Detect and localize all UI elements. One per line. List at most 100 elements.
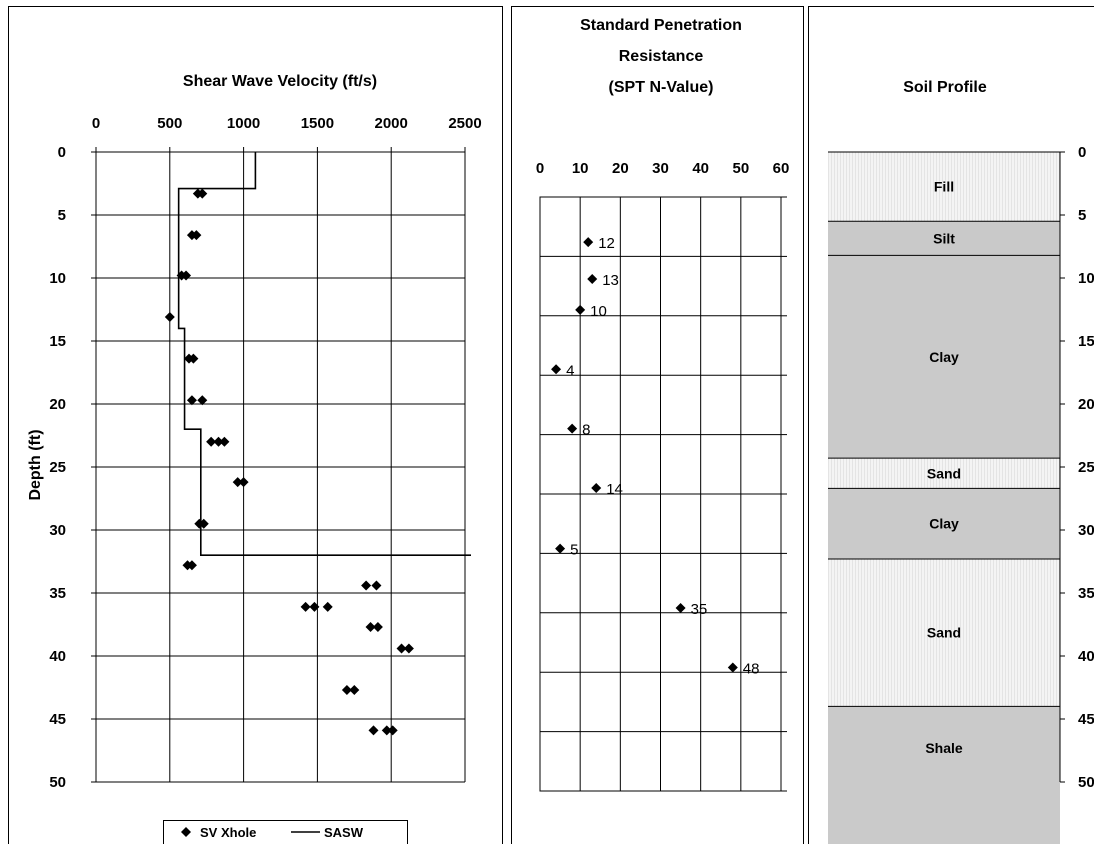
soil-layer	[828, 152, 1060, 222]
sv-xhole-point	[300, 601, 311, 612]
sv-xhole-point	[361, 580, 372, 591]
spt-x-tick-label: 30	[652, 160, 669, 177]
spt-data-label: 4	[566, 362, 574, 379]
vs-x-tick-label: 0	[92, 115, 100, 132]
spt-point	[567, 423, 578, 434]
soil-depth-tick-label: 5	[1078, 207, 1086, 224]
soil-profile-chart: Soil Profile Fill Silt Clay Sand Clay Sand Sha…	[828, 79, 1094, 844]
sv-xhole-point	[164, 312, 175, 323]
spt-point	[583, 237, 594, 248]
spt-data-label: 12	[598, 235, 615, 252]
soil-depth-tick-label: 45	[1078, 711, 1094, 728]
spt-x-tick-label: 60	[773, 160, 790, 177]
panel-border-soil	[808, 6, 1094, 844]
spt-data-label: 10	[590, 303, 607, 320]
spt-point	[727, 662, 738, 673]
soil-depth-tick-label: 0	[1078, 144, 1086, 161]
soil-layer-label: Clay	[929, 349, 959, 365]
sv-xhole-point	[349, 685, 360, 696]
vs-y-tick-label: 5	[58, 207, 66, 224]
vs-x-tick-label: 2500	[448, 115, 481, 132]
spt-data-label: 5	[570, 542, 578, 559]
soil-layers: Fill Silt Clay Sand Clay Sand Shale	[828, 151, 1060, 844]
sv-xhole-point	[213, 436, 224, 447]
soil-layer	[828, 221, 1060, 256]
vs-y-tick-label: 35	[49, 585, 66, 602]
sv-xhole-point	[219, 436, 230, 447]
soil-depth-tick-label: 30	[1078, 522, 1094, 539]
vs-legend: SV Xhole SASW	[163, 820, 408, 844]
vs-grid	[91, 147, 466, 783]
vs-chart-title: Shear Wave Velocity (ft/s)	[183, 73, 377, 90]
sv-xhole-point	[186, 560, 197, 571]
sv-xhole-point	[198, 518, 209, 529]
spt-x-tick-label: 40	[692, 160, 709, 177]
sv-xhole-point	[387, 725, 398, 736]
soil-layer-label: Fill	[934, 179, 954, 195]
panel-border-spt	[511, 6, 804, 844]
vs-y-tick-label: 20	[49, 396, 66, 413]
legend-sv-xhole: SV Xhole	[200, 825, 256, 840]
sv-xhole-point	[188, 353, 199, 364]
spt-data-label: 8	[582, 422, 590, 439]
sv-xhole-point	[181, 270, 192, 281]
sv-xhole-point	[371, 580, 382, 591]
soil-layer	[828, 706, 1060, 844]
spt-data-label: 48	[743, 660, 760, 677]
spt-x-tick-label: 10	[572, 160, 589, 177]
legend-sasw: SASW	[324, 825, 364, 840]
vs-x-ticks: 0 500 1000 1500 2000 2500	[92, 115, 482, 132]
sv-xhole-point	[381, 725, 392, 736]
soil-depth-tick-label: 10	[1078, 270, 1094, 287]
spt-title-line-1: Standard Penetration	[580, 17, 742, 34]
spt-point	[551, 364, 562, 375]
spt-title-line-3: (SPT N-Value)	[609, 79, 714, 96]
spt-point	[555, 543, 566, 554]
vs-x-tick-label: 1000	[227, 115, 260, 132]
panel-border-vs	[8, 6, 503, 844]
sv-xhole-point	[372, 622, 383, 633]
vs-y-tick-label: 15	[49, 333, 66, 350]
spt-x-tick-label: 0	[536, 160, 544, 177]
spt-x-ticks: 0 10 20 30 40 50 60	[536, 160, 790, 177]
vs-x-tick-label: 500	[157, 115, 182, 132]
sv-xhole-series	[164, 188, 414, 736]
soil-depth-tick-label: 35	[1078, 585, 1094, 602]
soil-layer	[828, 488, 1060, 559]
soil-depth-tick-label: 20	[1078, 396, 1094, 413]
vs-y-tick-label: 25	[49, 459, 66, 476]
soil-layer-label: Sand	[927, 465, 961, 481]
spt-point	[591, 483, 602, 494]
spt-point	[587, 273, 598, 284]
sv-xhole-point	[197, 188, 208, 199]
spt-grid	[539, 196, 787, 792]
sv-xhole-point	[206, 436, 217, 447]
soil-depth-axis: 0 5 10 15 20 25 30 35 40 45 50	[1059, 144, 1094, 791]
soil-layer	[828, 558, 1060, 707]
soil-layer	[828, 458, 1060, 489]
soil-layer-label: Sand	[927, 625, 961, 641]
sv-xhole-point	[191, 230, 202, 241]
sv-xhole-point	[309, 601, 320, 612]
spt-point	[675, 603, 686, 614]
vs-x-tick-label: 2000	[375, 115, 408, 132]
vs-y-ticks: 0 5 10 15 20 25 30 35 40 45 50	[49, 144, 66, 791]
sasw-line	[177, 152, 471, 556]
soil-layer-label: Clay	[929, 516, 959, 532]
sv-xhole-point	[232, 477, 243, 488]
sv-xhole-point	[341, 685, 352, 696]
spt-title-line-2: Resistance	[619, 48, 704, 65]
soil-depth-tick-label: 15	[1078, 333, 1094, 350]
sv-xhole-point	[368, 725, 379, 736]
soil-layer-label: Shale	[925, 740, 963, 756]
soil-layer-label: Silt	[933, 230, 955, 246]
sv-xhole-point	[186, 395, 197, 406]
legend-diamond-marker	[181, 827, 191, 837]
vs-y-tick-label: 0	[58, 144, 66, 161]
spt-x-tick-label: 20	[612, 160, 629, 177]
vs-y-tick-label: 50	[49, 774, 66, 791]
spt-data-label: 13	[602, 272, 619, 289]
vs-x-tick-label: 1500	[301, 115, 334, 132]
